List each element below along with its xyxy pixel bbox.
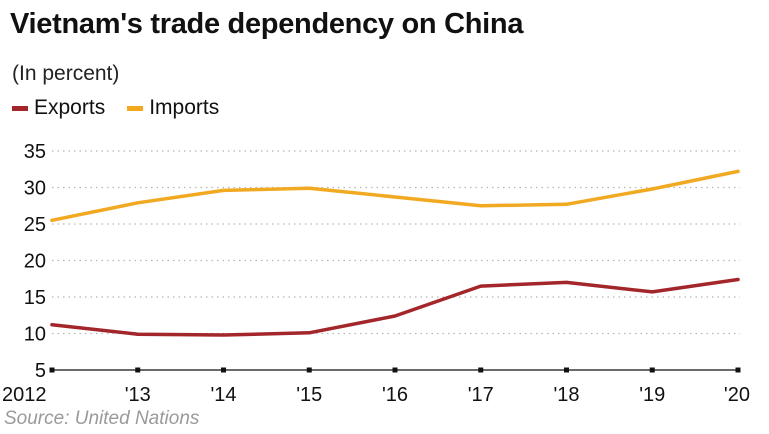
data-point-exports: [736, 277, 740, 282]
x-tick-mark: [649, 367, 655, 373]
y-tick-label: 20: [24, 251, 46, 273]
data-point-imports: [650, 187, 654, 191]
data-point-exports: [307, 331, 311, 335]
y-tick-label: 35: [24, 141, 46, 163]
x-tick-label: 2012: [2, 384, 47, 406]
data-point-imports: [393, 195, 397, 199]
chart-title: Vietnam's trade dependency on China: [10, 8, 524, 40]
series-line-exports: [50, 277, 740, 337]
data-point-imports: [221, 188, 226, 193]
x-tick-mark: [735, 367, 741, 373]
x-tick-mark: [306, 367, 312, 373]
x-tick-label: '18: [553, 384, 579, 406]
x-tick-mark: [564, 367, 569, 373]
chart-subtitle: (In percent): [12, 62, 120, 85]
data-point-exports: [221, 333, 226, 337]
y-tick-label: 25: [24, 214, 46, 236]
data-point-exports: [50, 323, 54, 327]
data-point-exports: [650, 290, 654, 294]
y-tick-label: 5: [35, 360, 46, 382]
legend-item-exports: Exports: [12, 96, 105, 120]
x-tick-mark: [221, 367, 226, 373]
legend-item-imports: Imports: [127, 96, 219, 120]
x-tick-mark: [478, 367, 484, 373]
x-tick-label: '13: [125, 384, 151, 406]
data-point-exports: [564, 280, 569, 284]
legend-swatch-exports: [12, 105, 28, 111]
x-tick-label: '20: [724, 384, 750, 406]
x-tick-label: '16: [382, 384, 408, 406]
legend-label-exports: Exports: [34, 96, 106, 119]
x-tick-label: '15: [296, 384, 322, 406]
data-point-imports: [479, 204, 483, 208]
data-point-imports: [307, 186, 311, 190]
data-point-imports: [50, 218, 54, 222]
x-tick-label: '17: [468, 384, 494, 406]
x-tick-mark: [392, 367, 398, 373]
data-point-imports: [564, 202, 569, 206]
data-point-exports: [393, 314, 397, 318]
legend: Exports Imports: [12, 96, 241, 120]
y-tick-label: 30: [24, 178, 46, 200]
y-tick-label: 15: [24, 287, 46, 309]
data-point-exports: [136, 332, 140, 336]
y-tick-label: 10: [24, 324, 46, 346]
data-point-exports: [479, 284, 483, 288]
legend-swatch-imports: [127, 105, 144, 111]
data-point-imports: [136, 201, 140, 205]
x-tick-label: '14: [210, 384, 236, 406]
x-tick-mark: [135, 367, 141, 373]
source-note: Source: United Nations: [4, 408, 200, 429]
x-tick-label: '19: [639, 384, 665, 406]
x-tick-mark: [49, 367, 55, 373]
data-point-imports: [736, 169, 740, 174]
legend-label-imports: Imports: [149, 96, 220, 119]
